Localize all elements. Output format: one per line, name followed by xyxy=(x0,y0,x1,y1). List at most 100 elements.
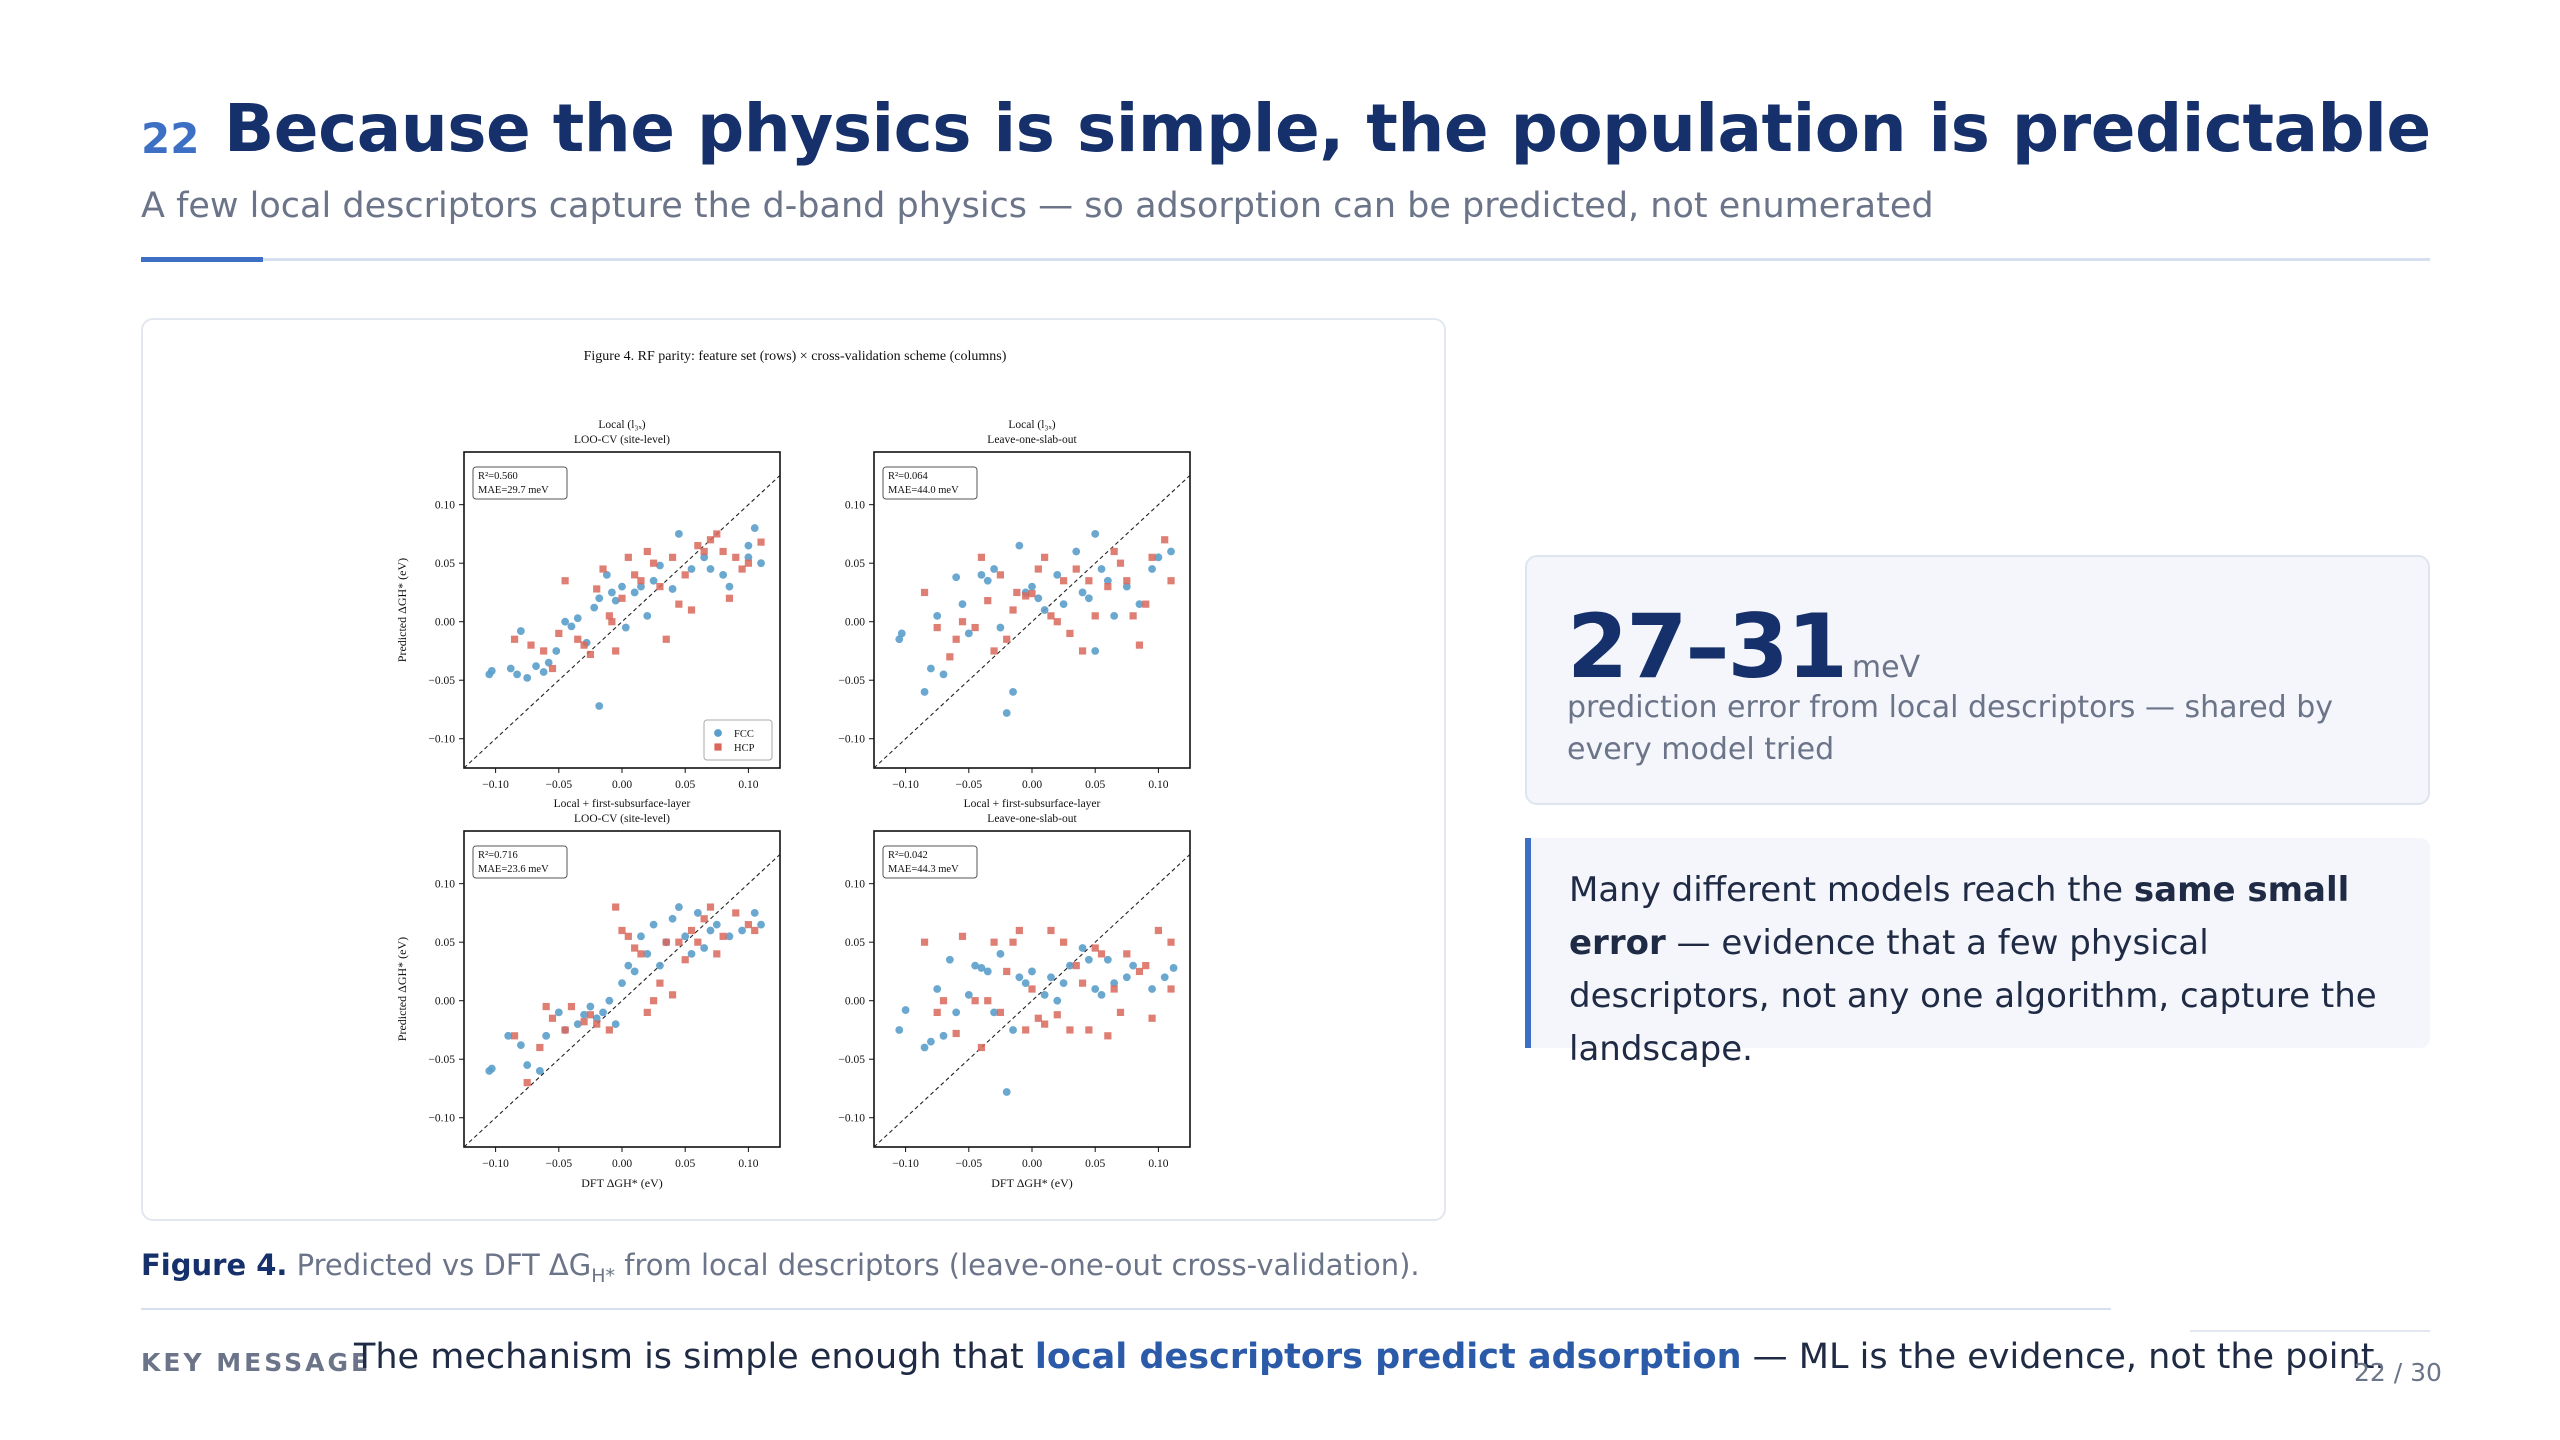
data-point-hcp xyxy=(1167,938,1175,946)
data-point-fcc xyxy=(1072,547,1081,556)
data-point-fcc xyxy=(964,629,973,638)
data-point-hcp xyxy=(1142,961,1150,970)
panel-title-line1: Local + first-subsurface-layer xyxy=(964,798,1101,810)
data-point-hcp xyxy=(958,932,967,940)
data-point-fcc xyxy=(933,611,942,620)
data-point-hcp xyxy=(933,1008,941,1017)
data-point-fcc xyxy=(706,926,715,935)
y-tick-label: 0.10 xyxy=(845,879,865,891)
data-point-fcc xyxy=(1148,985,1156,993)
stats-box xyxy=(472,466,568,500)
data-point-fcc xyxy=(964,990,973,999)
data-point-fcc xyxy=(1066,961,1074,970)
caption-subscript: H* xyxy=(591,1264,616,1287)
data-point-fcc xyxy=(618,582,626,591)
panel-frame xyxy=(873,451,1191,769)
data-point-hcp xyxy=(1135,967,1144,976)
data-point-hcp xyxy=(540,647,548,655)
y-tick-label: −0.05 xyxy=(838,675,865,687)
callout-text: Many different models reach the same sma… xyxy=(1569,864,2409,1076)
data-point-fcc xyxy=(706,565,715,573)
panel-title-line2: Leave-one-slab-out xyxy=(987,813,1077,825)
data-point-hcp xyxy=(548,1014,557,1022)
data-point-fcc xyxy=(599,1008,607,1017)
data-point-fcc xyxy=(618,979,626,988)
data-point-fcc xyxy=(971,961,980,970)
stat-description: prediction error from local descriptors … xyxy=(1567,690,2334,767)
data-point-fcc xyxy=(539,668,548,676)
data-point-hcp xyxy=(1161,536,1169,544)
stat-value: 27–31 meV xyxy=(1567,595,1920,698)
data-point-hcp xyxy=(631,944,639,952)
data-point-fcc xyxy=(523,1061,532,1069)
data-point-hcp xyxy=(1053,618,1061,626)
data-point-fcc xyxy=(668,585,677,593)
data-point-fcc xyxy=(561,617,570,626)
y-tick-label: 0.05 xyxy=(435,937,455,949)
data-point-fcc xyxy=(1053,570,1062,579)
data-point-hcp xyxy=(618,926,626,935)
data-point-fcc xyxy=(983,576,992,585)
data-point-fcc xyxy=(1002,1088,1011,1096)
data-point-fcc xyxy=(580,1010,588,1019)
data-point-hcp xyxy=(1072,961,1080,970)
data-point-fcc xyxy=(1021,979,1030,988)
panel-title-line1: Local + first-subsurface-layer xyxy=(554,798,691,810)
data-point-fcc xyxy=(668,914,677,923)
data-point-fcc xyxy=(744,541,753,550)
data-point-fcc xyxy=(895,1026,904,1034)
data-point-hcp xyxy=(725,594,734,602)
data-point-fcc xyxy=(939,670,948,679)
r2-label: R²=0.042 xyxy=(888,850,928,861)
data-point-hcp xyxy=(1167,577,1175,585)
mae-label: MAE=44.3 meV xyxy=(888,864,959,875)
data-point-hcp xyxy=(668,991,677,999)
data-point-fcc xyxy=(1122,582,1131,591)
data-point-hcp xyxy=(1154,926,1162,935)
data-point-hcp xyxy=(548,664,557,673)
key-message-pre: The mechanism is simple enough that xyxy=(354,1337,1035,1377)
data-point-fcc xyxy=(687,949,696,958)
r2-label: R²=0.716 xyxy=(478,850,518,861)
data-point-fcc xyxy=(567,622,576,631)
data-point-hcp xyxy=(527,641,535,649)
x-tick-label: −0.10 xyxy=(482,779,509,791)
data-point-fcc xyxy=(542,1031,551,1040)
data-point-fcc xyxy=(1091,647,1100,655)
data-point-fcc xyxy=(637,582,645,591)
stat-card: 27–31 meV prediction error from local des… xyxy=(1525,555,2430,805)
data-point-fcc xyxy=(573,614,582,623)
data-point-hcp xyxy=(1085,1026,1093,1034)
data-point-fcc xyxy=(554,1008,563,1017)
x-tick-label: −0.10 xyxy=(482,1158,509,1170)
data-point-fcc xyxy=(643,611,652,620)
mae-label: MAE=29.7 meV xyxy=(478,485,549,496)
data-point-fcc xyxy=(1122,973,1131,982)
x-tick-label: −0.05 xyxy=(545,779,572,791)
data-point-hcp xyxy=(656,582,664,591)
y-tick-label: −0.05 xyxy=(428,1054,455,1066)
data-point-hcp xyxy=(624,553,632,561)
data-point-fcc xyxy=(1097,990,1106,999)
data-point-hcp xyxy=(561,577,569,585)
mae-label: MAE=23.6 meV xyxy=(478,864,549,875)
data-point-hcp xyxy=(1022,592,1030,600)
y-axis-label: Predicted ΔGH* (eV) xyxy=(395,558,409,662)
data-point-hcp xyxy=(656,979,664,987)
data-point-fcc xyxy=(996,623,1005,632)
y-tick-label: 0.05 xyxy=(845,558,865,570)
data-point-fcc xyxy=(506,664,515,673)
data-point-hcp xyxy=(1072,565,1080,573)
data-point-hcp xyxy=(1053,1011,1061,1019)
parity-line xyxy=(463,854,781,1148)
callout-bold: same small error xyxy=(1569,870,2350,963)
data-point-hcp xyxy=(977,553,986,561)
panel-title-line1: Local (l₃ₓ) xyxy=(598,419,645,431)
data-point-fcc xyxy=(1015,541,1024,550)
data-point-hcp xyxy=(757,538,765,546)
x-tick-label: −0.05 xyxy=(545,1158,572,1170)
data-point-hcp xyxy=(1091,944,1099,952)
data-point-hcp xyxy=(668,553,677,561)
data-point-hcp xyxy=(738,565,746,573)
data-point-fcc xyxy=(552,647,561,655)
